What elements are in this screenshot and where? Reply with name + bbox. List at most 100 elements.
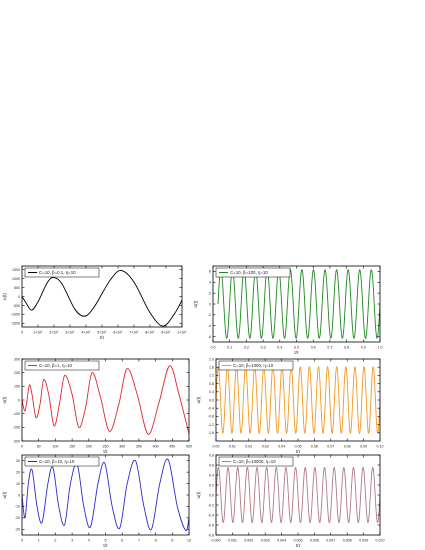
x-tick-label: 0.009 <box>359 539 368 543</box>
x-tick-label: 0.003 <box>261 539 270 543</box>
y-axis-label: u(t) <box>2 396 7 403</box>
chart-panel-2: 0.0 0.1 0.2 0.3 0.4 0.5 0.6 0.7 0.8 0.9 1.0 -6 -4 -2 0… <box>193 265 383 355</box>
y-axis-label: u(t) <box>193 300 198 307</box>
y-tick-label: 0.8 <box>209 382 214 386</box>
y-tick-label: 0 <box>209 302 211 306</box>
x-tick-label: 0.00 <box>213 445 220 449</box>
plot-frame <box>21 358 190 442</box>
legend-box <box>215 267 291 278</box>
x-tick-label: 250 <box>103 445 109 449</box>
x-tick-label: 3 <box>71 539 73 543</box>
x-tick-label: 4×10⁵ <box>81 331 91 335</box>
x-tick-label: 3×10⁵ <box>65 331 75 335</box>
y-tick-label: -30 <box>15 528 20 532</box>
y-tick-label: 0.0 <box>209 493 214 497</box>
x-tick-label: 0.01 <box>229 445 236 449</box>
x-tick-label: 500 <box>186 445 192 449</box>
y-tick-label: 500 <box>14 286 20 290</box>
x-axis-label: t/τ <box>103 449 108 454</box>
x-tick-label: 7 <box>138 539 140 543</box>
chart-panel-3: 0 50 100 150 200 250 300 350 400 450 500 -300 -200 -1… <box>2 357 192 454</box>
y-tick-label: -2 <box>208 313 211 317</box>
y-tick-label: 0 <box>18 493 20 497</box>
y-tick-label: -0.8 <box>208 415 214 419</box>
y-tick-label: -100 <box>13 412 20 416</box>
y-tick-label: 0.6 <box>209 463 214 467</box>
x-tick-label: 1×10⁶ <box>177 331 187 335</box>
y-tick-label: -20 <box>15 516 20 520</box>
y-tick-label: 30 <box>16 459 20 463</box>
x-tick-label: 450 <box>169 445 175 449</box>
x-tick-label: 150 <box>69 445 75 449</box>
legend-box <box>24 360 100 371</box>
chart-panel-6: 0.000 0.001 0.002 0.003 0.004 0.005 0.006 0.007… <box>196 453 385 548</box>
series-line <box>216 366 380 434</box>
x-tick-label: 7×10⁵ <box>129 331 139 335</box>
y-tick-label: -10 <box>15 505 20 509</box>
y-tick-label: 0.2 <box>209 483 214 487</box>
x-tick-label: 50 <box>37 445 41 449</box>
legend-label: C=10, β=1, η=10 <box>39 363 72 368</box>
y-tick-label: -200 <box>13 426 20 430</box>
y-tick-label: 1.6 <box>209 366 214 370</box>
x-axis-label: t/τ <box>296 449 301 454</box>
y-tick-label: -1000 <box>11 313 20 317</box>
y-tick-label: -0.2 <box>208 503 214 507</box>
x-tick-label: 0.9 <box>361 346 366 350</box>
series-line <box>22 365 189 435</box>
x-tick-label: 0.006 <box>310 539 319 543</box>
x-tick-label: 0.010 <box>376 539 385 543</box>
x-tick-label: 1.0 <box>378 346 383 350</box>
legend-label: C=10, β=0.1, η=10 <box>39 270 76 275</box>
x-tick-label: 8 <box>155 539 157 543</box>
y-tick-label: -4 <box>208 324 211 328</box>
legend-box <box>24 456 100 467</box>
x-tick-label: 0.07 <box>327 445 334 449</box>
x-tick-label: 0.005 <box>294 539 303 543</box>
y-tick-label: 1500 <box>12 268 20 272</box>
x-tick-label: 0.004 <box>277 539 286 543</box>
x-tick-label: 0.007 <box>326 539 335 543</box>
x-tick-label: 0.8 <box>344 346 349 350</box>
x-tick-label: 4 <box>88 539 90 543</box>
x-tick-label: 0.008 <box>343 539 352 543</box>
y-tick-label: 0 <box>18 398 20 402</box>
x-tick-label: 0.10 <box>377 445 384 449</box>
x-tick-label: 0.001 <box>228 539 237 543</box>
y-axis-label: u(t) <box>196 396 201 403</box>
x-tick-label: 100 <box>52 445 58 449</box>
y-tick-label: 0 <box>18 295 20 299</box>
y-tick-label: 100 <box>14 385 20 389</box>
series-line <box>22 458 189 531</box>
x-tick-label: 10 <box>187 539 191 543</box>
x-tick-label: 1×10⁵ <box>33 331 43 335</box>
x-tick-label: 2 <box>54 539 56 543</box>
x-tick-label: 9×10⁵ <box>161 331 171 335</box>
y-tick-label: 1.2 <box>209 374 214 378</box>
x-tick-label: 6×10⁵ <box>113 331 123 335</box>
series-line <box>217 269 380 339</box>
x-tick-label: 0.02 <box>245 445 252 449</box>
x-tick-label: 1 <box>38 539 40 543</box>
y-tick-label: -0.4 <box>208 513 214 517</box>
y-tick-label: -0.4 <box>208 407 214 411</box>
y-axis-label: u(t) <box>2 293 7 300</box>
x-tick-label: 0.05 <box>295 445 302 449</box>
y-tick-label: 0.4 <box>209 473 214 477</box>
x-axis-label: t/τ <box>294 350 299 355</box>
x-tick-label: 0 <box>21 539 23 543</box>
x-axis-label: t/τ <box>296 543 301 548</box>
x-tick-label: 350 <box>136 445 142 449</box>
y-tick-label: 1000 <box>12 277 20 281</box>
x-tick-label: 0.04 <box>278 445 285 449</box>
x-tick-label: 0.1 <box>227 346 232 350</box>
legend-label: C=10, β=10, η=10 <box>39 459 75 464</box>
x-tick-label: 0.0 <box>211 346 216 350</box>
y-tick-label: -1.6 <box>208 431 214 435</box>
chart-panel-4: 0.00 0.01 0.02 0.03 0.04 0.05 0.06 0.07 0.08 0.09… <box>196 357 384 454</box>
y-axis-label: u(t) <box>2 491 7 498</box>
y-tick-label: 2 <box>209 291 211 295</box>
x-tick-label: 400 <box>153 445 159 449</box>
y-axis-label: u(t) <box>196 491 201 498</box>
legend-box <box>218 360 294 371</box>
